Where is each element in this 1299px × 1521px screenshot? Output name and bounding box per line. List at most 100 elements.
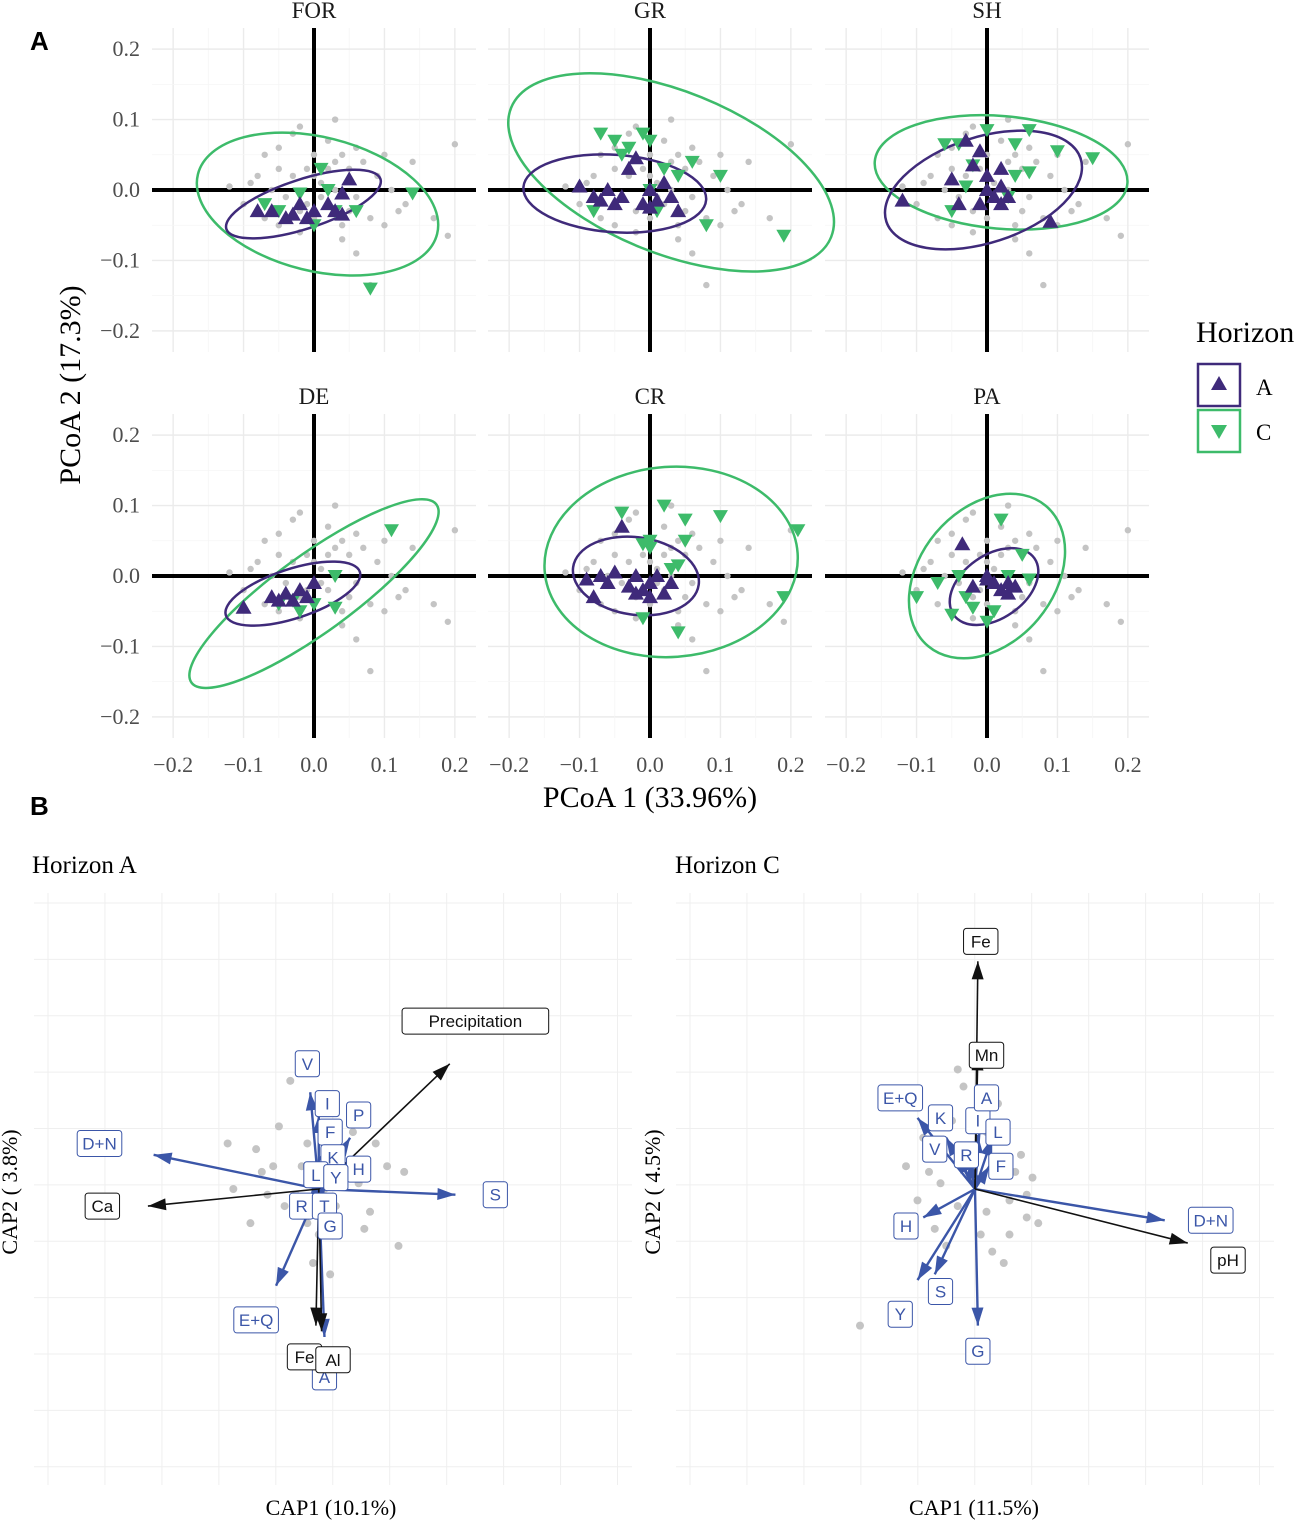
point-horizon-c — [656, 162, 672, 176]
point-horizon-c — [776, 591, 792, 605]
background-point — [367, 214, 374, 222]
panel-label-b: B — [30, 791, 49, 821]
point-horizon-c — [776, 229, 792, 243]
cap-a-env-label: Ca — [91, 1197, 113, 1216]
background-point — [660, 551, 668, 559]
point-horizon-c — [642, 534, 658, 548]
point-horizon-a — [284, 592, 301, 607]
background-point — [331, 186, 339, 194]
point-horizon-a — [291, 196, 308, 211]
cap-a-site-point — [371, 1139, 380, 1148]
cap-a-label-box — [401, 1007, 550, 1035]
background-point — [969, 593, 977, 601]
background-point — [1068, 207, 1075, 215]
x-tick-label: 0.0 — [973, 752, 1001, 777]
background-point — [1011, 151, 1019, 158]
background-point — [1011, 236, 1019, 243]
point-horizon-c — [670, 626, 686, 640]
background-point — [597, 214, 604, 222]
background-point — [990, 565, 998, 573]
x-tick-label: −0.2 — [489, 752, 529, 777]
cap-c-site-point — [1034, 1219, 1043, 1228]
point-horizon-c — [614, 148, 630, 162]
legend — [1196, 362, 1242, 454]
cap-a-arrowhead — [276, 1266, 289, 1286]
cap-c-arrowhead — [974, 1166, 990, 1185]
point-horizon-a — [571, 178, 588, 193]
cap-c-site-point — [999, 1259, 1008, 1267]
facet-title: DE — [299, 384, 330, 409]
background-point — [969, 615, 977, 622]
biplot-c-y-title: CAP2 ( 4.5%) — [640, 1129, 665, 1254]
background-point — [1011, 222, 1019, 229]
background-point — [934, 537, 941, 544]
background-point — [324, 586, 332, 594]
background-point — [969, 509, 977, 516]
background-point — [1117, 232, 1125, 239]
background-point — [689, 636, 696, 643]
cap-c-site-point — [1005, 1230, 1014, 1239]
point-horizon-a — [320, 196, 337, 211]
background-point — [1026, 636, 1033, 643]
cap-c-site-point — [1028, 1173, 1037, 1182]
point-horizon-c — [677, 513, 693, 527]
point-horizon-c — [663, 562, 679, 576]
cap-c-site-point — [988, 1247, 997, 1256]
point-horizon-a — [578, 571, 595, 586]
background-point — [360, 158, 367, 166]
background-point — [310, 537, 318, 544]
cap-a-taxon-label: K — [327, 1149, 339, 1168]
cap-c-env-label: Fe — [971, 932, 991, 951]
background-point — [338, 537, 346, 544]
biplot-c-title: Horizon C — [675, 852, 780, 879]
background-point — [324, 523, 332, 530]
background-point — [317, 193, 325, 201]
point-horizon-a — [642, 182, 658, 196]
point-horizon-c — [670, 169, 686, 183]
ellipse-horizon-a — [224, 168, 383, 240]
cap-a-taxon-label: T — [319, 1197, 329, 1216]
facet-title: FOR — [292, 0, 337, 23]
point-horizon-a — [634, 582, 651, 597]
background-point — [787, 141, 795, 148]
background-point — [632, 509, 640, 516]
point-horizon-c — [327, 601, 343, 615]
cap-a-site-point — [303, 1139, 312, 1148]
cap-c-label-box — [927, 1277, 954, 1305]
point-horizon-a — [627, 150, 644, 165]
point-horizon-c — [292, 187, 308, 201]
background-point — [1103, 600, 1110, 608]
cap-a-taxon-label: P — [353, 1106, 364, 1125]
cap-c-env-arrow — [974, 1188, 1188, 1244]
background-point — [254, 558, 261, 566]
x-tick-label: −0.1 — [560, 752, 600, 777]
background-point — [646, 151, 654, 158]
background-point — [646, 214, 654, 222]
cap-c-taxon-label: L — [993, 1123, 1002, 1142]
cap-a-label-box — [76, 1129, 123, 1157]
point-horizon-c — [712, 169, 728, 183]
background-point — [983, 214, 991, 222]
cap-c-taxon-label: A — [981, 1089, 993, 1108]
background-point — [1040, 600, 1047, 608]
background-point — [289, 516, 297, 523]
background-point — [381, 537, 388, 544]
background-point — [409, 158, 416, 166]
background-point — [353, 250, 360, 257]
background-point — [1054, 537, 1061, 544]
background-point — [331, 544, 339, 552]
ellipse-horizon-c — [195, 131, 440, 277]
background-point — [296, 123, 304, 130]
point-horizon-c — [383, 524, 399, 538]
pcoa-y-axis-title: PCoA 2 (17.3%) — [54, 285, 87, 484]
background-point — [983, 558, 991, 566]
cap-a-taxon-label: D+N — [82, 1134, 116, 1153]
background-point — [997, 523, 1005, 530]
point-horizon-a — [971, 143, 988, 158]
background-point — [1026, 530, 1033, 537]
cap-c-label-box — [973, 1084, 1000, 1112]
cap-a-taxon-label: R — [296, 1197, 308, 1216]
background-point — [969, 123, 977, 130]
background-point — [703, 667, 710, 675]
